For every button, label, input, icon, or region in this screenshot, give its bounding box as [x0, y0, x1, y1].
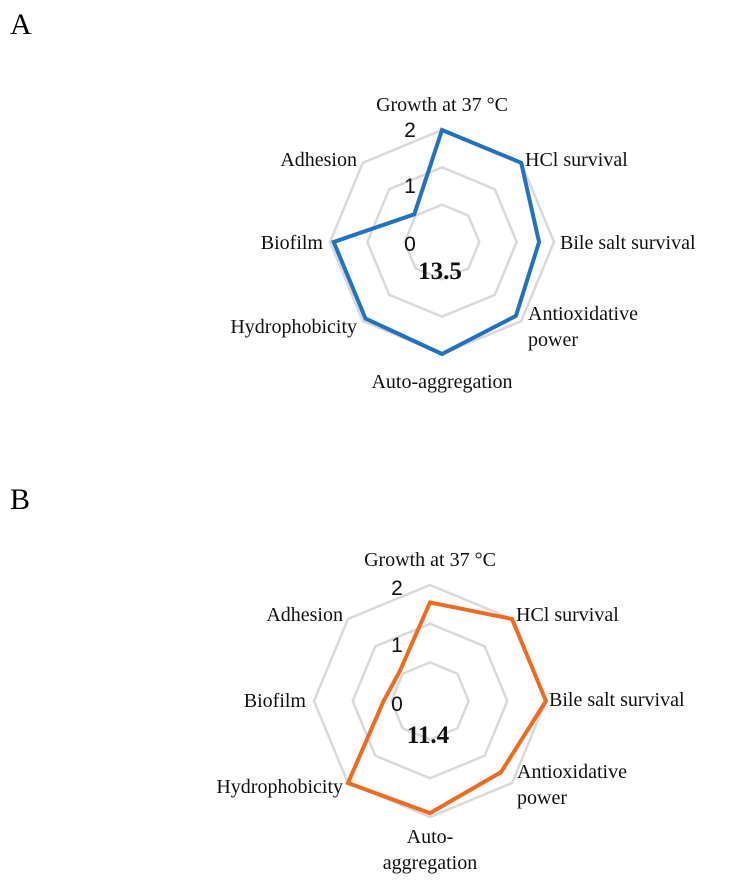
ticks-a: 0 1 2 [404, 119, 416, 256]
tick-label: 1 [391, 634, 403, 657]
axis-label: Antioxidative power [528, 303, 638, 351]
panel-a: A 0 1 2 Growth at 37 °C HCl survival Bile sa… [10, 8, 696, 393]
center-score-b: 11.4 [407, 722, 450, 749]
axis-label: Auto-aggregation [371, 371, 512, 393]
axis-label: Growth at 37 °C [364, 549, 496, 571]
axis-label: Antioxidative power [517, 761, 627, 809]
ticks-b: 0 1 2 [391, 577, 403, 716]
series-polygon [331, 127, 542, 357]
axis-labels-a: Growth at 37 °C HCl survival Bile salt sur… [230, 94, 696, 393]
center-score-a: 13.5 [418, 258, 462, 285]
series-a [331, 127, 542, 357]
axis-label: Adhesion [266, 604, 343, 626]
axis-label: Hydrophobicity [230, 316, 357, 338]
tick-label: 0 [391, 693, 403, 716]
tick-label: 0 [404, 233, 416, 256]
grid-ring-1 [389, 660, 471, 742]
axis-label: Bile salt survival [560, 232, 696, 254]
axis-label: HCl survival [525, 149, 628, 171]
grid-ring-2 [351, 622, 509, 780]
grid-ring-2 [365, 165, 519, 319]
series-polygon [345, 600, 549, 816]
tick-label: 2 [404, 119, 416, 142]
tick-label: 2 [391, 577, 403, 600]
tick-label: 1 [404, 175, 416, 198]
axis-label: Growth at 37 °C [376, 94, 508, 116]
axis-label: Auto-aggregation [383, 826, 477, 874]
grid-ring-1 [403, 203, 481, 281]
axis-label: Bile salt survival [549, 689, 685, 711]
axis-label: Hydrophobicity [216, 776, 343, 798]
axis-label: Biofilm [261, 232, 324, 254]
panel-letter-a: A [10, 8, 32, 41]
axis-labels-b: Growth at 37 °C HCl survival Bile salt sur… [216, 549, 685, 874]
panel-b: B 0 1 2 Growth at 37 °C HCl survival Bile sa… [10, 483, 685, 874]
panel-letter-b: B [10, 483, 30, 516]
axis-label: HCl survival [516, 604, 619, 626]
axis-label: Biofilm [244, 690, 307, 712]
axis-label: Adhesion [280, 149, 357, 171]
series-b [345, 600, 549, 816]
